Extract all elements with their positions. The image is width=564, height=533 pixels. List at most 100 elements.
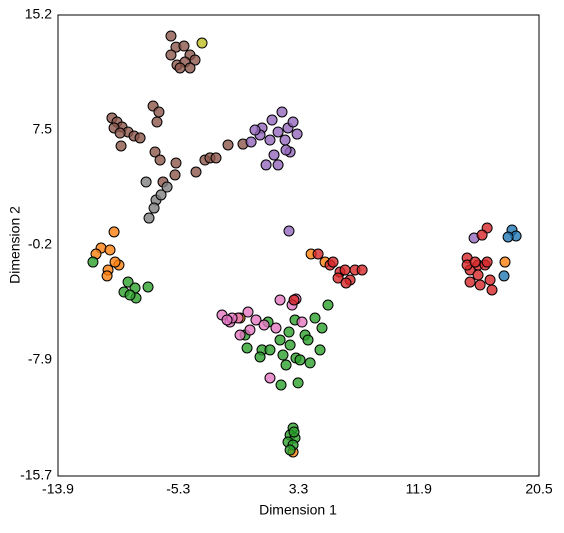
scatter-point: [486, 284, 498, 296]
scatter-point: [291, 128, 303, 140]
scatter-point: [474, 279, 486, 291]
x-tick-label: 20.5: [525, 481, 552, 497]
scatter-point: [274, 334, 286, 346]
scatter-point: [264, 134, 276, 146]
y-tick-label: 7.5: [33, 121, 53, 137]
scatter-point: [304, 357, 316, 369]
scatter-point: [87, 256, 99, 268]
scatter-point: [264, 344, 276, 356]
scatter-point: [151, 116, 163, 128]
scatter-point: [309, 312, 321, 324]
scatter-point: [502, 231, 514, 243]
scatter-point: [472, 269, 484, 281]
scatter-point: [250, 314, 262, 326]
x-tick-label: 3.3: [289, 481, 309, 497]
scatter-point: [254, 351, 266, 363]
scatter-point: [249, 124, 261, 136]
scatter-point: [170, 157, 182, 169]
scatter-point: [124, 289, 136, 301]
scatter-point: [268, 149, 280, 161]
scatter-point: [178, 40, 190, 52]
scatter-point: [279, 134, 291, 146]
scatter-point: [174, 62, 186, 74]
scatter-point: [104, 244, 116, 256]
scatter-point: [155, 189, 167, 201]
y-tick-label: -7.9: [28, 350, 52, 366]
scatter-point: [314, 344, 326, 356]
scatter-point: [258, 319, 270, 331]
scatter-point: [272, 126, 284, 138]
scatter-point: [292, 377, 304, 389]
scatter-point: [222, 139, 234, 151]
scatter-point: [312, 248, 324, 260]
scatter-point: [288, 294, 300, 306]
scatter-point: [245, 136, 257, 148]
scatter-point: [148, 202, 160, 214]
plot-frame: [57, 14, 540, 477]
scatter-point: [190, 166, 202, 178]
y-tick-label: -15.7: [20, 467, 52, 483]
scatter-point: [332, 272, 344, 284]
scatter-point: [154, 154, 166, 166]
scatter-point: [481, 256, 493, 268]
scatter-point: [356, 264, 368, 276]
scatter-point: [287, 116, 299, 128]
scatter-point: [108, 226, 120, 238]
scatter-point: [244, 324, 256, 336]
scatter-point: [327, 256, 339, 268]
scatter-point: [283, 326, 295, 338]
scatter-point: [476, 229, 488, 241]
scatter-point: [189, 54, 201, 66]
y-tick-label: 15.2: [25, 6, 52, 22]
scatter-point: [277, 349, 289, 361]
scatter-point: [169, 169, 181, 181]
y-tick-label: -0.2: [28, 235, 52, 251]
scatter-point: [499, 256, 511, 268]
scatter-point: [280, 359, 292, 371]
x-tick-label: -13.9: [42, 481, 74, 497]
scatter-point: [264, 372, 276, 384]
scatter-point: [266, 114, 278, 126]
scatter-point: [322, 299, 334, 311]
scatter-point: [101, 270, 113, 282]
scatter-point: [134, 132, 146, 144]
scatter-point: [140, 176, 152, 188]
scatter-point: [114, 127, 126, 139]
scatter-point: [149, 146, 161, 158]
scatter-point: [184, 62, 196, 74]
y-axis-label: Dimension 2: [7, 206, 23, 284]
x-tick-label: 11.9: [406, 481, 432, 497]
scatter-point: [196, 37, 208, 49]
scatter-point: [275, 379, 287, 391]
scatter-point: [234, 329, 246, 341]
scatter-point: [316, 322, 328, 334]
scatter-point: [284, 339, 296, 351]
scatter-point: [464, 276, 476, 288]
scatter-point: [260, 159, 272, 171]
scatter-point: [109, 256, 121, 268]
scatter-point: [339, 264, 351, 276]
scatter-point: [221, 314, 233, 326]
scatter-point: [288, 426, 300, 438]
scatter-point: [165, 49, 177, 61]
scatter-point: [274, 294, 286, 306]
scatter-point: [153, 106, 165, 118]
scatter-point: [115, 140, 127, 152]
scatter-point: [143, 212, 155, 224]
scatter-point: [210, 152, 222, 164]
scatter-point: [165, 30, 177, 42]
scatter-point: [142, 281, 154, 293]
scatter-point: [498, 270, 510, 282]
scatter-point: [280, 144, 292, 156]
scatter-point: [284, 444, 296, 456]
scatter-point: [294, 354, 306, 366]
scatter-point: [340, 277, 352, 289]
scatter-point: [242, 306, 254, 318]
scatter-point: [276, 106, 288, 118]
scatter-point: [484, 274, 496, 286]
scatter-point: [296, 316, 308, 328]
scatter-point: [270, 322, 282, 334]
scatter-point: [469, 256, 481, 268]
x-tick-label: -5.3: [166, 481, 190, 497]
